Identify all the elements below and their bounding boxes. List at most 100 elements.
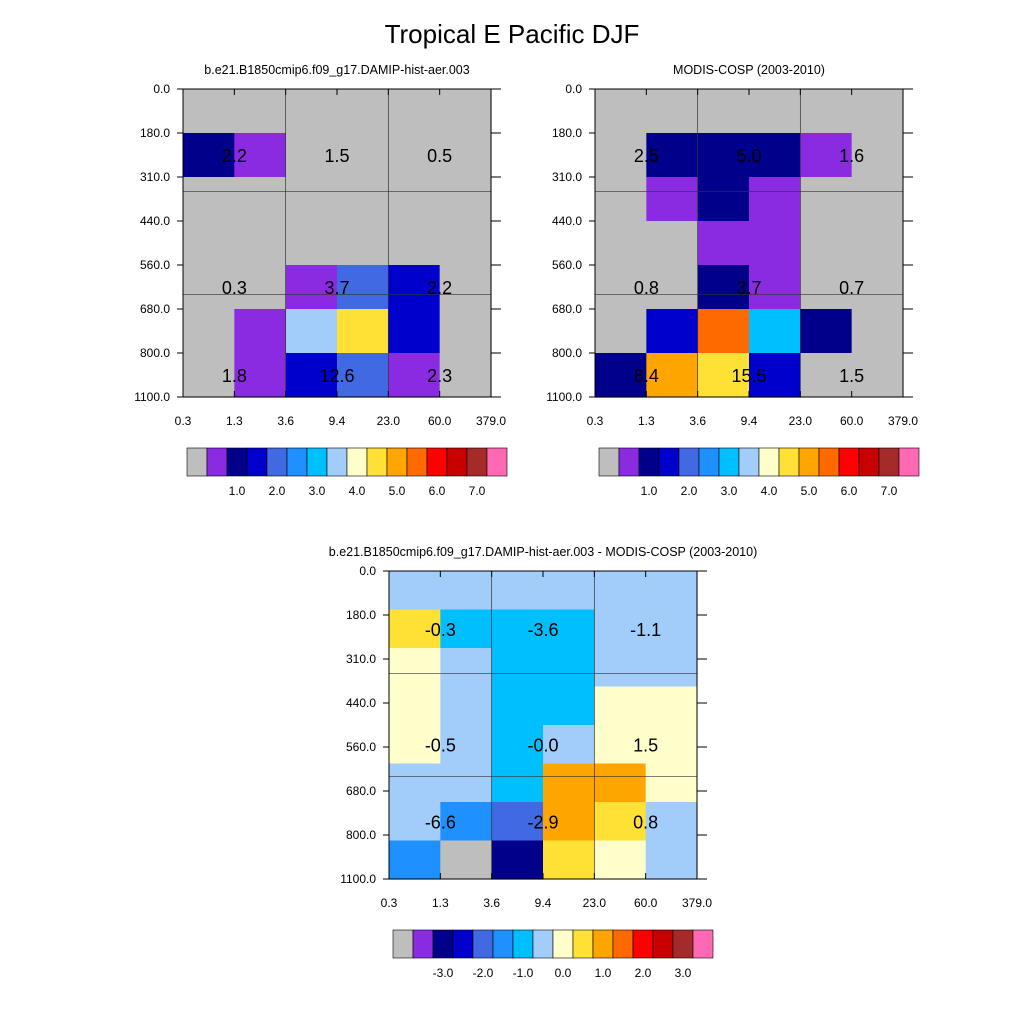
heatmap-cell [337,309,389,354]
x-tick-label: 0.3 [587,414,604,428]
x-tick-label: 23.0 [377,414,401,428]
colorbar-swatch [432,929,454,959]
heatmap-cell [749,309,801,354]
heatmap-cell [285,221,338,266]
y-tick-label: 560.0 [552,258,582,272]
heatmap-cell [285,309,338,354]
panel-title: b.e21.B1850cmip6.f09_g17.DAMIP-hist-aer.… [204,63,469,77]
heatmap-cell [440,725,493,765]
heatmap-cell [234,221,287,266]
colorbar-swatch [552,929,574,959]
heatmap-cell [851,89,904,134]
x-tick-label: 1.3 [226,414,243,428]
y-tick-label: 560.0 [140,258,170,272]
heatmap-cell [183,177,235,222]
heatmap-cell [389,648,441,688]
y-tick-label: 310.0 [346,652,376,666]
y-tick-label: 800.0 [346,828,376,842]
heatmap-cell [440,571,493,611]
cell-annotation: 0.7 [839,278,864,298]
panel-title: b.e21.B1850cmip6.f09_g17.DAMIP-hist-aer.… [329,545,757,559]
heatmap-cell [594,725,647,765]
colorbar-label: 5.0 [801,484,818,498]
heatmap-cell [800,133,853,178]
x-tick-label: 60.0 [840,414,864,428]
cell-annotation: 2.2 [222,146,247,166]
heatmap-cell [594,763,647,803]
colorbar-swatch [486,447,508,477]
x-tick-label: 3.6 [689,414,706,428]
heatmap-cell [234,89,287,134]
heatmap-cell [439,265,492,310]
heatmap-cell [543,686,595,726]
heatmap-cell [645,609,698,649]
heatmap-cell [389,725,441,765]
heatmap-cell [439,221,492,266]
cell-annotation: 0.8 [633,812,658,832]
y-tick-label: 0.0 [359,564,376,578]
y-tick-label: 180.0 [552,126,582,140]
colorbar-swatch [446,447,468,477]
colorbar-swatch [818,447,840,477]
heatmap-cell [337,133,389,178]
colorbar-swatch [412,929,434,959]
heatmap-cell [595,133,647,178]
cell-annotation: 1.8 [222,366,247,386]
colorbar-label: -1.0 [513,966,534,980]
colorbar-swatch [858,447,880,477]
y-tick-label: 680.0 [140,302,170,316]
colorbar-swatch [246,447,268,477]
heatmap-cell [749,353,801,398]
colorbar-swatch [672,929,694,959]
heatmap-cell [491,763,544,803]
colorbar-swatch [406,447,428,477]
heatmap-cell [697,177,750,222]
heatmap-cell [439,309,492,354]
heatmap-cell [439,177,492,222]
heatmap-cell [594,571,647,611]
cell-annotation: 12.6 [319,366,354,386]
heatmap-cell [285,353,338,398]
y-tick-label: 800.0 [552,346,582,360]
x-tick-label: 0.3 [381,896,398,910]
heatmap-cell [388,133,441,178]
cell-annotation: 3.7 [324,278,349,298]
colorbar-label: 7.0 [881,484,898,498]
heatmap-cell [285,265,338,310]
colorbar-swatch [692,929,714,959]
y-tick-label: 180.0 [140,126,170,140]
heatmap-cell [697,221,750,266]
heatmap-cell [800,265,853,310]
colorbar-label: 3.0 [309,484,326,498]
heatmap-cell [595,353,647,398]
x-tick-label: 3.6 [483,896,500,910]
cell-annotation: -3.6 [527,620,558,640]
colorbar-swatch [492,929,514,959]
colorbar-label: 2.0 [635,966,652,980]
colorbar-label: 6.0 [841,484,858,498]
colorbar-swatch [346,447,368,477]
heatmap-cell [645,840,698,880]
colorbar-swatch [286,447,308,477]
y-tick-label: 440.0 [346,696,376,710]
heatmap-cell [645,763,698,803]
heatmap-cell [646,221,699,266]
colorbar-swatch [306,447,328,477]
heatmap-cell [543,802,595,842]
x-tick-label: 60.0 [428,414,452,428]
panel-title: MODIS-COSP (2003-2010) [673,63,825,77]
colorbar-swatch [612,929,634,959]
colorbar-label: 3.0 [675,966,692,980]
colorbar-swatch [898,447,920,477]
heatmap-cell [388,89,441,134]
colorbar-swatch [392,929,414,959]
cell-annotation: 0.8 [634,278,659,298]
heatmap-cell [800,177,853,222]
colorbar-swatch [598,447,620,477]
heatmap-cell [389,571,441,611]
heatmap-cell [645,802,698,842]
colorbar-label: 3.0 [721,484,738,498]
heatmap-cell [234,177,287,222]
heatmap-cell [491,648,544,688]
heatmap-cell [183,221,235,266]
